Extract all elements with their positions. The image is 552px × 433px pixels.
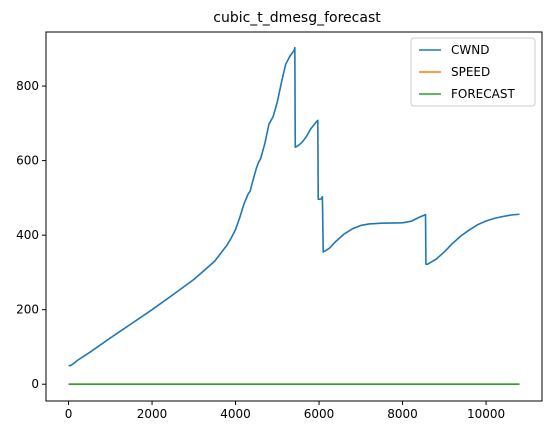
legend-label-forecast: FORECAST <box>451 87 515 101</box>
y-tick-label: 200 <box>16 303 39 317</box>
y-tick-label: 0 <box>31 377 39 391</box>
y-axis: 0 200 400 600 800 <box>16 79 46 391</box>
x-tick-label: 8000 <box>387 407 418 421</box>
plot-axes <box>45 31 543 402</box>
x-axis: 0 2000 4000 6000 8000 10000 <box>65 401 505 421</box>
y-tick-label: 600 <box>16 154 39 168</box>
plot-frame <box>45 31 543 402</box>
y-tick-label: 800 <box>16 79 39 93</box>
x-tick-label: 2000 <box>137 407 168 421</box>
legend-label-speed: SPEED <box>451 65 490 79</box>
x-tick-label: 10000 <box>467 407 505 421</box>
series-layer <box>68 46 520 386</box>
y-tick-label: 400 <box>16 228 39 242</box>
legend-box <box>410 37 536 107</box>
series-line-cwnd <box>68 46 520 367</box>
chart-title: cubic_t_dmesg_forecast <box>213 10 381 26</box>
legend: CWND SPEED FORECAST <box>410 37 536 107</box>
legend-label-cwnd: CWND <box>451 43 489 57</box>
x-tick-label: 4000 <box>220 407 251 421</box>
x-tick-label: 0 <box>65 407 73 421</box>
x-tick-label: 6000 <box>304 407 335 421</box>
